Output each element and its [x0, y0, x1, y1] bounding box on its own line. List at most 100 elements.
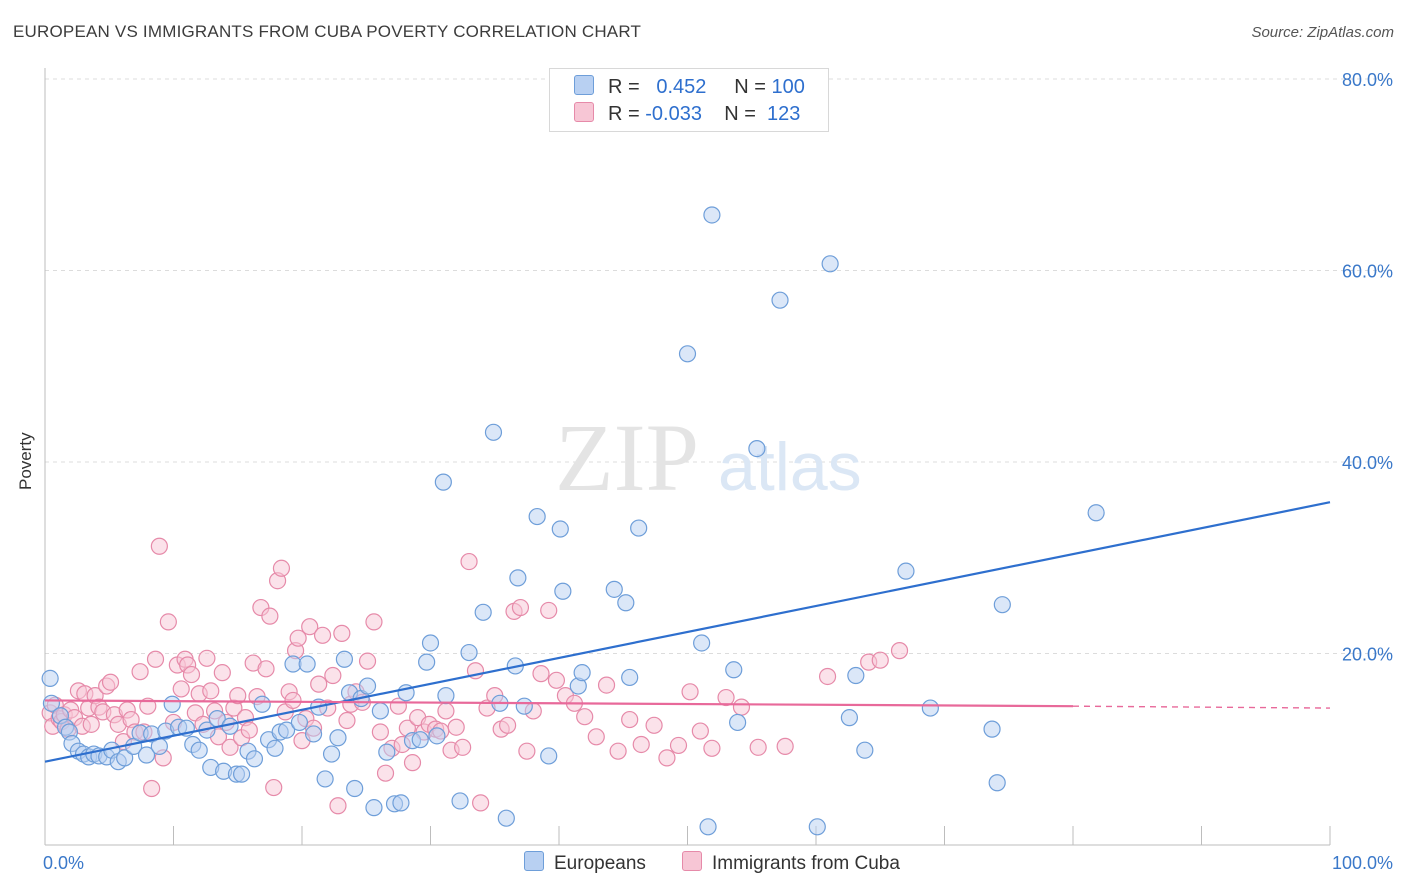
- data-point: [691, 722, 709, 740]
- data-point: [847, 666, 865, 685]
- data-point: [190, 741, 208, 759]
- data-point: [703, 206, 721, 224]
- data-point: [265, 778, 283, 797]
- data-point: [681, 683, 699, 701]
- data-point: [159, 613, 177, 631]
- series-europeans: [41, 206, 1105, 836]
- data-point: [771, 291, 789, 309]
- data-point: [871, 651, 889, 669]
- data-point: [257, 660, 275, 678]
- data-point: [897, 562, 915, 580]
- data-point: [284, 691, 302, 710]
- data-point: [532, 665, 550, 683]
- data-point: [776, 737, 794, 755]
- data-point: [42, 694, 61, 712]
- data-point: [338, 711, 356, 730]
- data-point: [316, 770, 334, 788]
- watermark-zip: ZIP: [555, 404, 699, 511]
- data-point: [645, 716, 663, 734]
- data-point: [808, 818, 826, 836]
- data-point: [821, 255, 839, 273]
- data-point: [298, 655, 316, 673]
- legend-row-cuba: R = -0.033 N = 123: [574, 102, 800, 128]
- data-point: [540, 601, 558, 620]
- bottom-legend-label: Immigrants from Cuba: [712, 853, 900, 874]
- data-point: [621, 668, 639, 687]
- data-point: [515, 697, 533, 715]
- chart-title: EUROPEAN VS IMMIGRANTS FROM CUBA POVERTY…: [13, 22, 642, 41]
- data-point: [540, 747, 558, 765]
- data-point: [484, 423, 503, 441]
- r-label: R =: [608, 103, 640, 125]
- data-point: [233, 765, 251, 783]
- legend-swatch-europeans: [574, 75, 594, 95]
- legend-row-europeans: R = 0.452 N = 100: [574, 75, 805, 101]
- data-point: [573, 664, 591, 682]
- data-point: [621, 710, 639, 729]
- data-point: [329, 797, 347, 815]
- data-point: [261, 607, 279, 625]
- data-point: [213, 664, 231, 682]
- data-point: [729, 713, 747, 732]
- data-point: [143, 779, 161, 798]
- chart-source: Source: ZipAtlas.com: [1251, 24, 1394, 41]
- bottom-legend-cuba: Immigrants from Cuba: [682, 851, 900, 875]
- data-point: [202, 682, 220, 700]
- data-point: [346, 779, 364, 798]
- r-label: R =: [608, 76, 640, 98]
- data-point: [451, 792, 469, 810]
- data-point: [392, 794, 410, 812]
- data-point: [856, 741, 874, 759]
- data-point: [988, 774, 1006, 792]
- regression-line-europeans: [44, 501, 1331, 763]
- data-point: [82, 715, 100, 733]
- data-point: [693, 634, 711, 652]
- data-point: [678, 345, 697, 363]
- y-tick-label: 40.0%: [1342, 453, 1393, 473]
- data-point: [890, 642, 909, 660]
- data-point: [313, 626, 332, 644]
- data-point: [717, 688, 735, 707]
- data-point: [229, 687, 247, 705]
- data-point: [333, 624, 351, 642]
- data-point: [499, 716, 517, 734]
- data-point: [632, 735, 650, 754]
- data-point: [587, 728, 605, 746]
- data-point: [454, 738, 472, 756]
- data-point: [172, 680, 190, 698]
- data-point: [921, 699, 939, 717]
- data-point: [240, 721, 258, 739]
- data-point: [511, 598, 530, 617]
- n-value: 100: [771, 76, 805, 98]
- data-point: [669, 736, 688, 755]
- data-point: [528, 507, 546, 526]
- data-point: [198, 649, 216, 667]
- data-point: [840, 709, 859, 727]
- data-point: [365, 799, 383, 817]
- bottom-swatch-europeans: [524, 851, 544, 871]
- data-point: [41, 669, 59, 687]
- data-point: [554, 582, 572, 600]
- y-axis-label: Poverty: [16, 432, 35, 490]
- data-point: [146, 650, 165, 668]
- data-point: [703, 739, 721, 757]
- data-point: [474, 603, 492, 621]
- data-point: [272, 559, 291, 577]
- data-point: [324, 666, 342, 685]
- data-point: [418, 653, 436, 671]
- data-point: [428, 727, 446, 745]
- data-point: [335, 650, 354, 668]
- x-tick-label: 100.0%: [1332, 853, 1393, 873]
- correlation-legend: R = 0.452 N = 100 R = -0.033 N = 123: [549, 68, 829, 132]
- tick-labels: 20.0% 40.0% 60.0% 80.0% 0.0% 100.0%: [43, 70, 1393, 873]
- y-tick-label: 20.0%: [1342, 645, 1393, 665]
- n-value: 123: [767, 103, 801, 125]
- data-point: [993, 596, 1011, 614]
- y-tick-label: 60.0%: [1342, 262, 1393, 282]
- data-point: [609, 742, 627, 760]
- data-point: [131, 663, 149, 681]
- data-point: [322, 745, 341, 763]
- data-point: [725, 661, 743, 679]
- data-point: [329, 729, 347, 747]
- regression-lines: [44, 501, 1331, 763]
